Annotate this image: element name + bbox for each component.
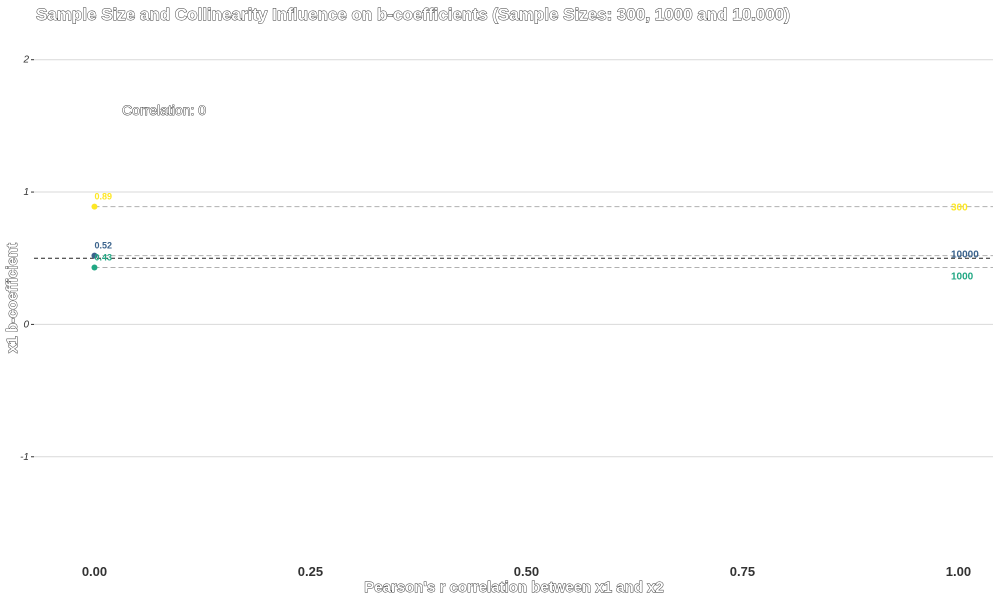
data-point-300 — [91, 203, 98, 210]
point-label-10000: 0.52 — [94, 241, 112, 251]
y-tick-label: 0 — [23, 319, 29, 330]
x-tick-label: 1.00 — [946, 564, 971, 579]
x-tick-label: 0.25 — [298, 564, 323, 579]
series-end-label-1000: 1000 — [951, 272, 974, 283]
reference-lines — [34, 206, 993, 268]
x-tick-label: 0.75 — [730, 564, 755, 579]
x-axis-ticks: 0.00 0.25 0.50 0.75 1.00 — [82, 564, 971, 579]
y-axis-title: x1 b-coefficient — [4, 243, 21, 353]
y-tick-label: 1 — [23, 187, 29, 198]
y-axis-ticks: -1 0 1 2 — [20, 55, 34, 463]
point-label-300: 0.89 — [94, 192, 112, 202]
x-tick-label: 0.00 — [82, 564, 107, 579]
chart-title: Sample Size and Collinearity Influence o… — [36, 5, 790, 24]
x-tick-label: 0.50 — [514, 564, 539, 579]
data-point-10000 — [91, 252, 98, 259]
data-point-1000 — [91, 264, 98, 271]
correlation-annotation: Correlation: 0 — [122, 102, 206, 118]
x-axis-title: Pearson's r correlation between x1 and x… — [364, 579, 664, 596]
point-labels: 0.89 300 0.52 10000 0.43 1000 — [94, 192, 979, 283]
y-tick-label: 2 — [22, 55, 29, 66]
data-points — [91, 203, 98, 271]
series-end-label-10000: 10000 — [951, 250, 979, 261]
y-tick-label: -1 — [20, 452, 29, 463]
grid-lines — [34, 59, 993, 458]
series-end-label-300: 300 — [951, 203, 968, 214]
point-label-1000: 0.43 — [94, 253, 112, 263]
